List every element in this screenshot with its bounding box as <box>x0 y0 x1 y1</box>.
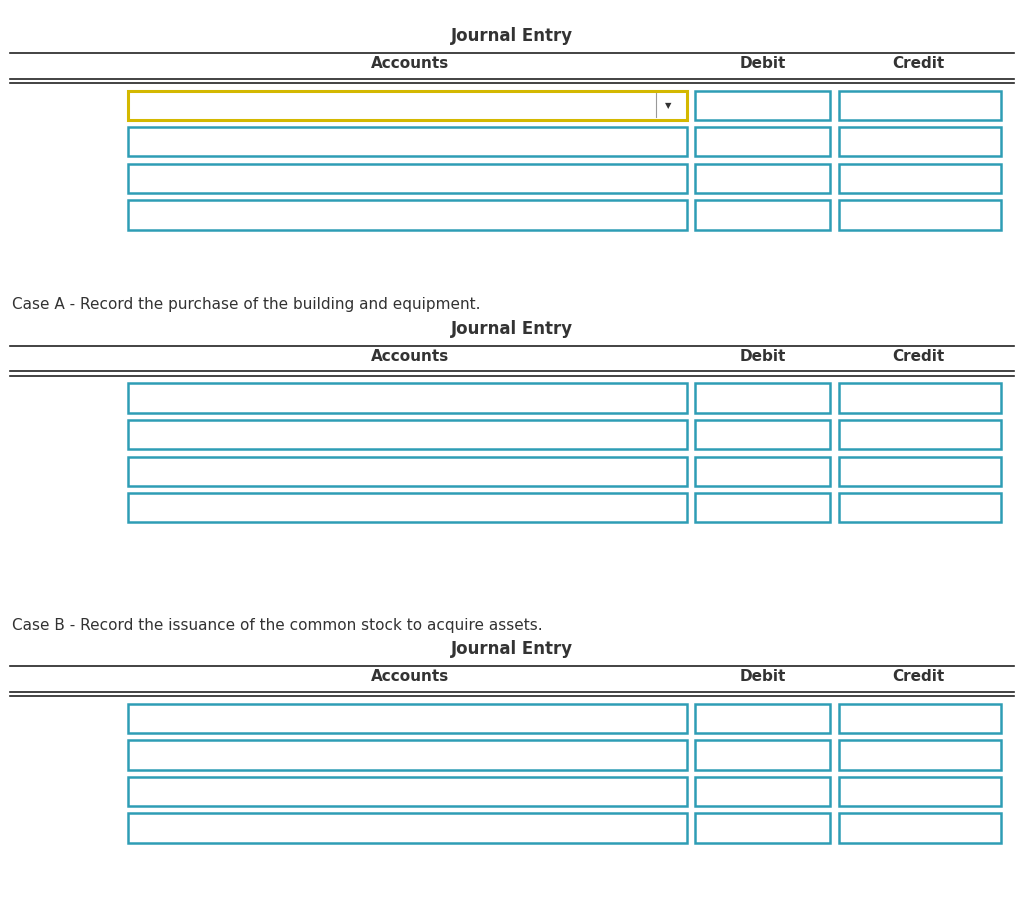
Bar <box>839 91 1001 120</box>
Bar <box>839 740 1001 770</box>
Bar <box>839 493 1001 522</box>
Bar <box>128 91 687 120</box>
Text: Case A - Record the purchase of the building and equipment.: Case A - Record the purchase of the buil… <box>12 297 481 312</box>
Bar <box>695 493 830 522</box>
Bar <box>695 164 830 193</box>
Bar <box>128 200 687 230</box>
Text: Credit: Credit <box>892 669 944 684</box>
Bar <box>839 420 1001 449</box>
Bar <box>695 777 830 806</box>
Bar <box>839 200 1001 230</box>
Text: Journal Entry: Journal Entry <box>451 640 573 659</box>
Text: Credit: Credit <box>892 349 944 363</box>
Bar <box>839 777 1001 806</box>
Text: Debit: Debit <box>739 56 786 70</box>
Bar <box>128 127 687 156</box>
Bar <box>839 127 1001 156</box>
Bar <box>695 91 830 120</box>
Bar <box>839 704 1001 733</box>
Bar <box>839 383 1001 413</box>
Bar <box>128 457 687 486</box>
Bar <box>695 457 830 486</box>
Bar <box>128 164 687 193</box>
Bar <box>839 813 1001 843</box>
Bar <box>695 127 830 156</box>
Text: Accounts: Accounts <box>371 669 449 684</box>
Bar <box>128 704 687 733</box>
Bar <box>128 493 687 522</box>
Text: Debit: Debit <box>739 349 786 363</box>
Bar <box>695 383 830 413</box>
Bar <box>128 383 687 413</box>
Bar <box>128 813 687 843</box>
Text: Case B - Record the issuance of the common stock to acquire assets.: Case B - Record the issuance of the comm… <box>12 618 543 632</box>
Text: Credit: Credit <box>892 56 944 70</box>
Bar <box>128 777 687 806</box>
Bar <box>128 740 687 770</box>
Text: Accounts: Accounts <box>371 56 449 70</box>
Text: Debit: Debit <box>739 669 786 684</box>
Bar <box>128 420 687 449</box>
Bar <box>839 457 1001 486</box>
Text: Journal Entry: Journal Entry <box>451 27 573 46</box>
Bar <box>695 704 830 733</box>
Bar <box>695 420 830 449</box>
Text: ▼: ▼ <box>666 101 672 110</box>
Bar <box>695 740 830 770</box>
Bar <box>695 813 830 843</box>
Text: Accounts: Accounts <box>371 349 449 363</box>
Text: Journal Entry: Journal Entry <box>451 320 573 339</box>
Bar <box>695 200 830 230</box>
Bar <box>839 164 1001 193</box>
